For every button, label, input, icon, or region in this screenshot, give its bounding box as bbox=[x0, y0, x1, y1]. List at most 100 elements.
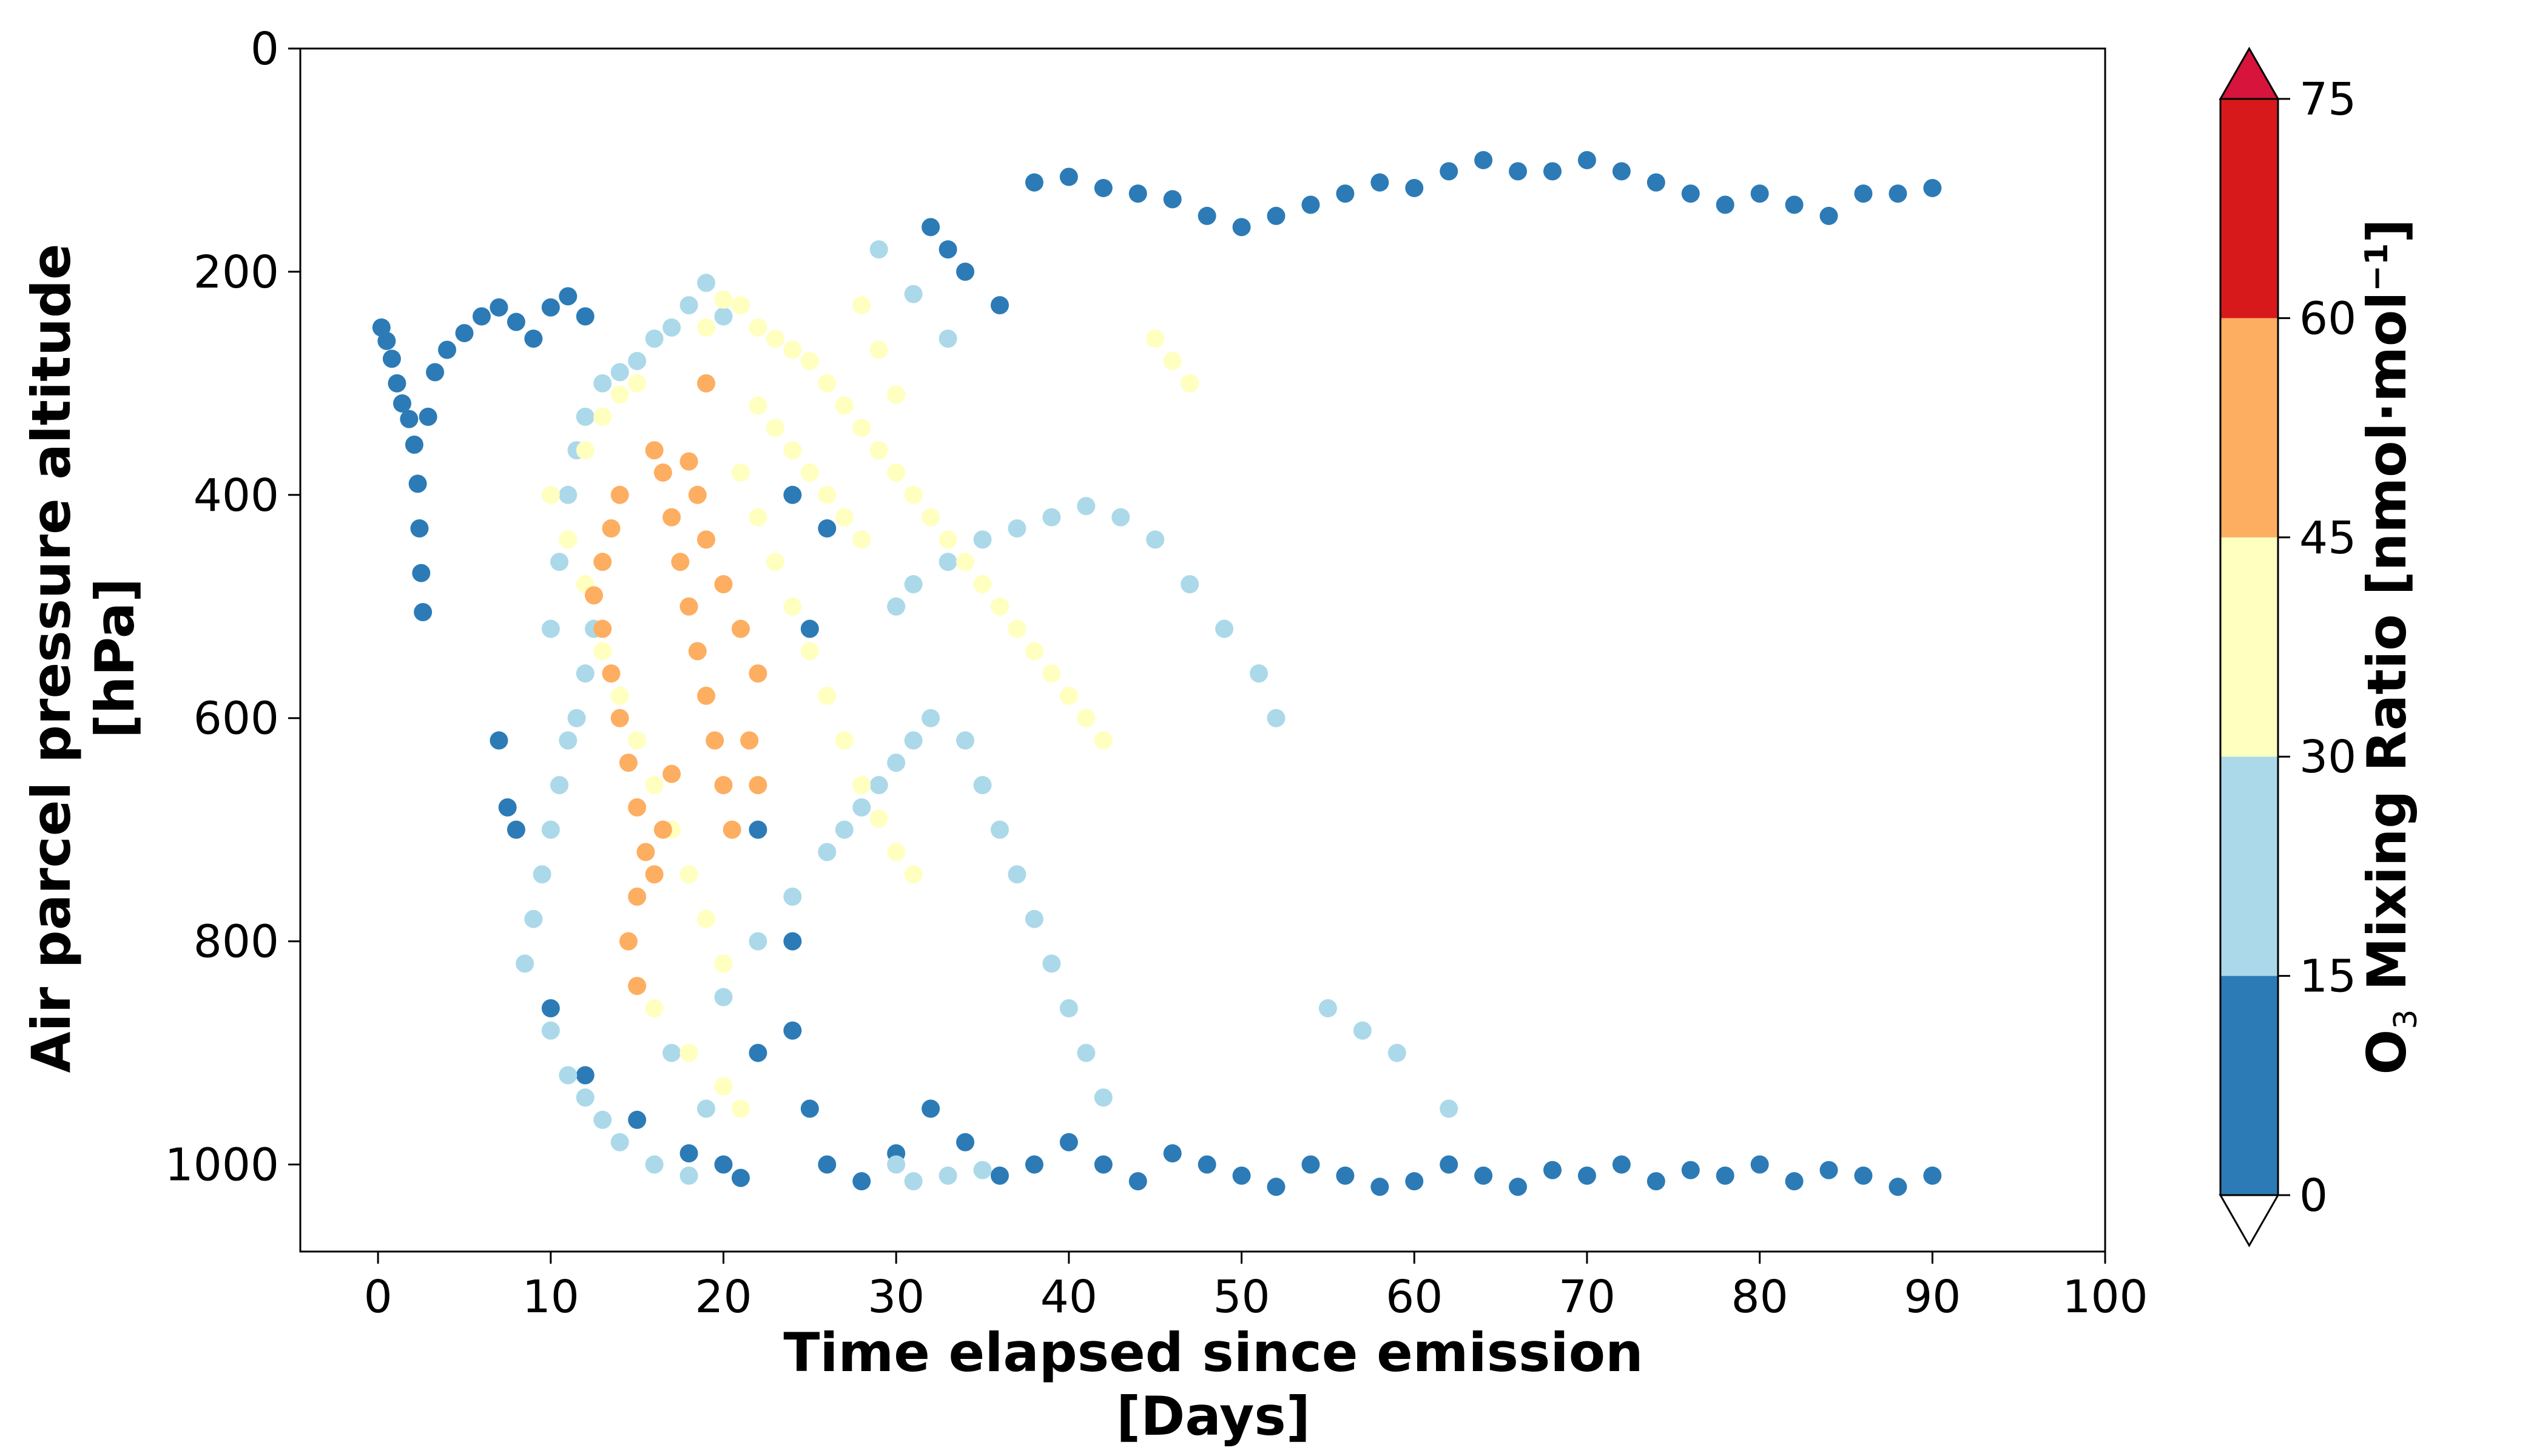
data-point bbox=[1785, 195, 1804, 214]
data-point bbox=[887, 843, 906, 861]
data-point bbox=[1267, 709, 1286, 727]
colorbar-ticks: 0 15 30 45 60 75 bbox=[2278, 73, 2356, 1222]
data-point bbox=[887, 385, 906, 404]
data-point bbox=[973, 776, 992, 795]
data-point bbox=[852, 530, 871, 549]
x-tick-label: 20 bbox=[695, 1271, 752, 1323]
data-point bbox=[1646, 1172, 1665, 1191]
data-point bbox=[731, 619, 750, 638]
data-point bbox=[1819, 1161, 1838, 1179]
data-point bbox=[731, 1168, 750, 1187]
data-point bbox=[610, 686, 629, 705]
data-point bbox=[490, 298, 508, 317]
data-point bbox=[749, 1043, 767, 1062]
data-point bbox=[835, 820, 854, 839]
data-point bbox=[516, 954, 534, 973]
data-point bbox=[1819, 206, 1838, 225]
data-point bbox=[818, 686, 837, 705]
data-point bbox=[628, 374, 647, 393]
y-axis-title: Air parcel pressure altitude [hPa] bbox=[20, 243, 146, 1073]
data-point bbox=[706, 731, 724, 750]
data-point bbox=[419, 408, 437, 426]
data-point bbox=[783, 888, 802, 906]
data-point bbox=[1889, 184, 1907, 203]
data-point bbox=[1042, 508, 1061, 527]
data-point bbox=[610, 709, 629, 727]
data-point bbox=[956, 553, 975, 571]
data-point bbox=[1785, 1172, 1804, 1191]
data-point bbox=[1509, 162, 1528, 181]
data-point bbox=[662, 508, 681, 527]
data-point bbox=[1146, 530, 1165, 549]
data-point bbox=[593, 619, 612, 638]
data-point bbox=[541, 999, 560, 1017]
data-point bbox=[869, 776, 888, 795]
data-point bbox=[818, 519, 837, 538]
x-tick-label: 100 bbox=[2062, 1271, 2148, 1323]
data-point bbox=[749, 318, 767, 337]
data-point bbox=[408, 474, 427, 493]
y-tick-label: 0 bbox=[251, 23, 279, 75]
data-point bbox=[679, 1166, 698, 1185]
data-point bbox=[1077, 1043, 1096, 1062]
data-point bbox=[939, 530, 957, 549]
data-point bbox=[939, 553, 957, 571]
data-point bbox=[783, 597, 802, 616]
colorbar-label: O3 Mixing Ratio [nmol·mol−1] bbox=[2356, 219, 2424, 1075]
data-point bbox=[1163, 190, 1182, 209]
data-point bbox=[576, 408, 595, 426]
data-point bbox=[939, 240, 957, 259]
data-point bbox=[382, 349, 401, 368]
data-point bbox=[800, 352, 819, 371]
data-point bbox=[904, 285, 923, 303]
data-point bbox=[1336, 184, 1355, 203]
colorbar-label-subscript: 3 bbox=[2388, 1009, 2424, 1030]
data-point bbox=[576, 307, 595, 326]
data-point bbox=[922, 218, 940, 237]
colorbar-bin bbox=[2220, 318, 2278, 538]
colorbar-bins bbox=[2220, 99, 2278, 1195]
y-tick-label: 800 bbox=[194, 916, 279, 968]
data-point bbox=[1267, 206, 1286, 225]
data-point bbox=[818, 485, 837, 504]
data-point bbox=[636, 843, 655, 861]
data-point bbox=[1059, 1133, 1078, 1151]
data-point bbox=[498, 798, 517, 817]
data-point bbox=[628, 1110, 647, 1129]
data-point bbox=[679, 865, 698, 884]
data-point bbox=[783, 441, 802, 460]
data-point bbox=[731, 296, 750, 315]
x-tick-label: 70 bbox=[1559, 1271, 1616, 1323]
y-tick-label: 400 bbox=[194, 470, 279, 522]
colorbar-bin bbox=[2220, 537, 2278, 757]
data-point bbox=[1474, 1166, 1493, 1185]
data-point bbox=[576, 664, 595, 683]
data-point bbox=[1405, 1172, 1424, 1191]
data-point bbox=[1042, 664, 1061, 683]
data-point bbox=[922, 1099, 940, 1118]
colorbar-label-superscript: −1 bbox=[2359, 243, 2395, 292]
data-point bbox=[852, 419, 871, 437]
data-point bbox=[749, 664, 767, 683]
y-axis: 0 200 400 600 800 1000 bbox=[165, 23, 300, 1191]
data-point bbox=[593, 1110, 612, 1129]
colorbar-tick-label: 15 bbox=[2299, 951, 2356, 1003]
data-point bbox=[400, 410, 419, 428]
data-point bbox=[990, 597, 1009, 616]
data-point bbox=[405, 436, 423, 454]
data-point bbox=[766, 329, 784, 348]
data-point bbox=[541, 485, 560, 504]
data-point bbox=[1370, 173, 1389, 192]
data-point bbox=[956, 1133, 975, 1151]
data-point bbox=[749, 776, 767, 795]
data-point bbox=[1301, 195, 1320, 214]
data-point bbox=[818, 374, 837, 393]
data-point bbox=[749, 396, 767, 415]
colorbar-label-prefix: O bbox=[2356, 1030, 2418, 1075]
y-tick-label: 200 bbox=[194, 246, 279, 298]
data-point bbox=[1059, 686, 1078, 705]
data-point bbox=[559, 530, 578, 549]
colorbar-extend-max bbox=[2219, 46, 2280, 100]
data-point bbox=[1128, 1172, 1147, 1191]
